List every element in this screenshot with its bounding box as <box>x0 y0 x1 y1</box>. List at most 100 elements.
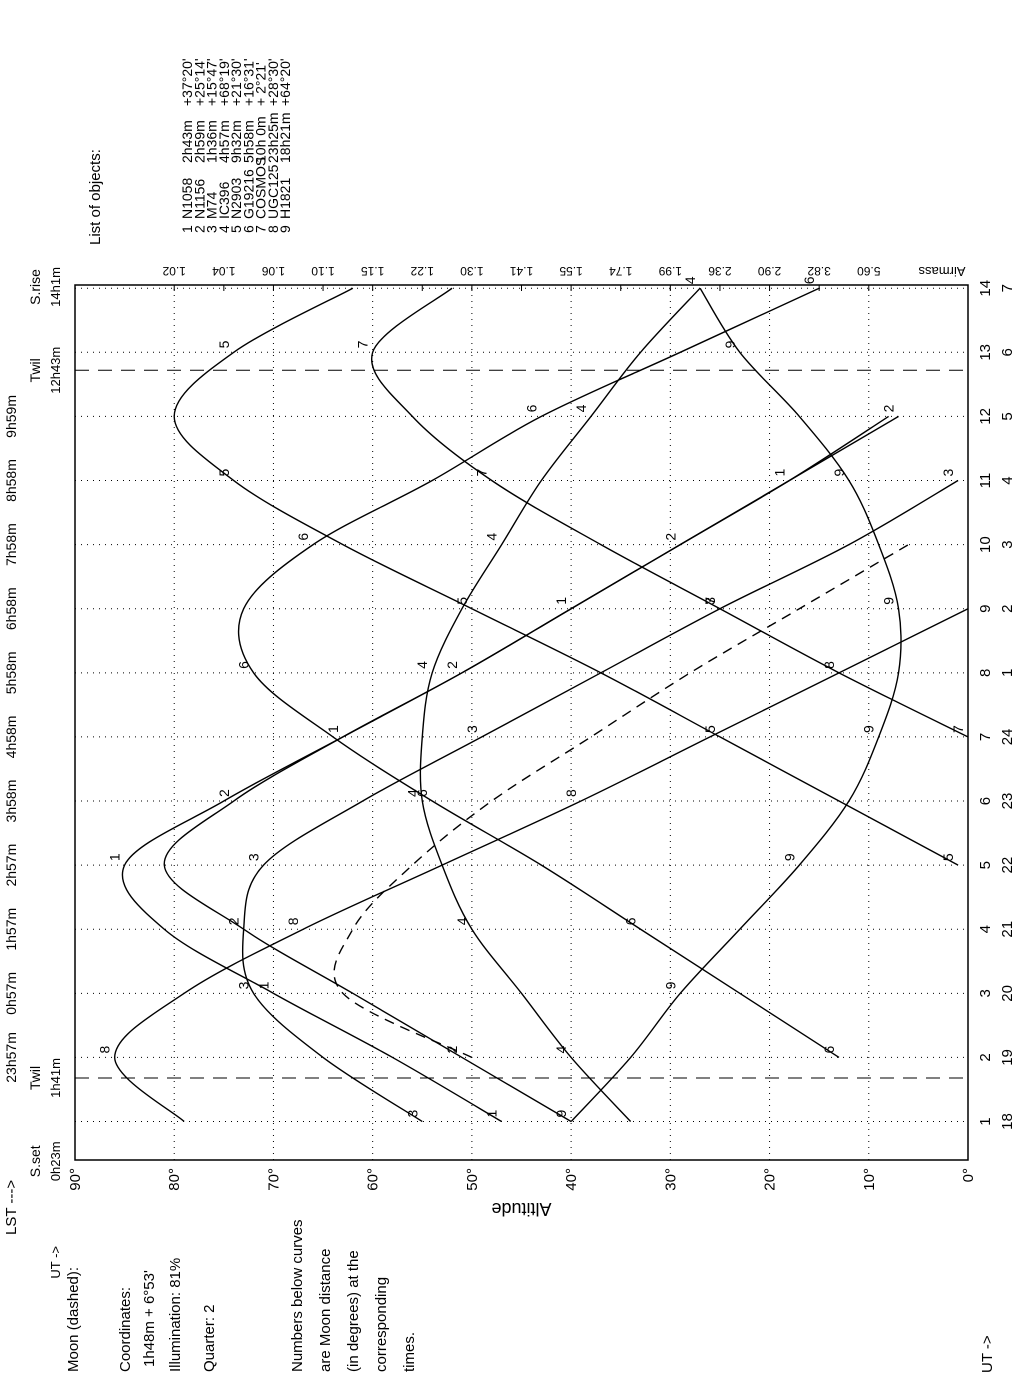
sun-event-label: Twil <box>27 358 43 382</box>
x-tick-label: 2 <box>977 1053 994 1061</box>
object-name: UGC125 <box>265 164 281 219</box>
curve-id-label: 1 <box>771 469 787 477</box>
curve-id-label: 1 <box>255 981 271 989</box>
curve-id-label: 2 <box>226 917 242 925</box>
moon-note: Numbers below curves <box>289 1219 306 1372</box>
object-ra: 5h58m <box>240 120 256 163</box>
x2-tick-label: 5 <box>999 412 1016 420</box>
curve-id-label: 6 <box>523 404 539 412</box>
curve-id-label: 6 <box>801 276 817 284</box>
object-ra: 10h 0m <box>253 116 269 163</box>
altitude-curve <box>241 479 959 1123</box>
x-tick-label: 5 <box>977 861 994 869</box>
x-tick-label: 13 <box>977 344 994 361</box>
curve-id-label: 8 <box>821 661 837 669</box>
lst-tick-label: 1h57m <box>3 908 19 951</box>
object-dec: +15°47' <box>204 58 220 106</box>
curve-id-label: 9 <box>861 725 877 733</box>
y-tick-label: 0° <box>960 1168 977 1182</box>
curve-id-label: 9 <box>781 853 797 861</box>
sun-event-time: 0h23m <box>48 1141 63 1181</box>
object-ra: 18h21m <box>277 112 293 163</box>
object-name: G19216 <box>240 169 256 219</box>
y2-tick-label: 1.02 <box>162 264 186 278</box>
curve-id-label: 9 <box>553 1110 569 1118</box>
list-title: List of objects: <box>87 149 104 245</box>
moon-note: times. <box>401 1332 418 1372</box>
x-tick-label: 1 <box>977 1117 994 1125</box>
moon-illumination: Illumination: 81% <box>167 1258 184 1372</box>
curve-id-label: 5 <box>216 340 232 348</box>
curve-id-label: 4 <box>682 276 698 284</box>
curve-id-label: 8 <box>285 917 301 925</box>
y2-tick-label: 1.22 <box>410 264 434 278</box>
curve-id-label: 9 <box>722 340 738 348</box>
curve-id-label: 4 <box>553 1045 569 1053</box>
curve-id-label: 4 <box>573 404 589 412</box>
y2-tick-label: 1.10 <box>311 264 335 278</box>
object-dec: +64°20' <box>277 58 293 106</box>
lst-tick-label: 5h58m <box>3 651 19 694</box>
object-ra: 1h36m <box>204 120 220 163</box>
y-tick-label: 10° <box>861 1168 878 1191</box>
object-number: 6 <box>240 225 256 233</box>
curve-id-label: 7 <box>950 725 966 733</box>
curve-id-label: 1 <box>325 725 341 733</box>
lst-tick-label: 2h57m <box>3 844 19 887</box>
curve-id-label: 6 <box>414 789 430 797</box>
altitude-curve <box>570 287 902 1123</box>
curve-id-label: 3 <box>940 469 956 477</box>
curve-id-label: 9 <box>662 981 678 989</box>
y2-tick-label: 1.99 <box>658 264 682 278</box>
object-number: 1 <box>179 225 195 233</box>
curve-id-label: 2 <box>662 533 678 541</box>
curve-id-label: 6 <box>295 533 311 541</box>
sun-event-time: 12h43m <box>48 347 63 394</box>
lst-tick-label: 23h57m <box>3 1032 19 1083</box>
y-tick-label: 60° <box>365 1168 382 1191</box>
curve-id-label: 5 <box>702 725 718 733</box>
altitude-curve <box>419 287 701 1123</box>
curve-id-label: 2 <box>881 404 897 412</box>
sun-event-label: S.rise <box>27 269 43 305</box>
lst-label: LST ---> <box>3 1180 20 1235</box>
object-name: N1058 <box>179 178 195 219</box>
y2-tick-label: 1.30 <box>460 264 484 278</box>
altitude-curve <box>237 287 840 1059</box>
x2-tick-label: 6 <box>999 348 1016 356</box>
curve-id-label: 2 <box>444 661 460 669</box>
object-name: N1156 <box>191 179 207 219</box>
y-tick-label: 80° <box>166 1168 183 1191</box>
object-name: M74 <box>204 192 220 219</box>
ut-label-top: UT -> <box>48 1246 63 1279</box>
curve-id-label: 6 <box>236 661 252 669</box>
y2-tick-label: 1.55 <box>559 264 583 278</box>
curve-id-label: 7 <box>474 469 490 477</box>
object-dec: +25°14' <box>191 58 207 106</box>
curve-id-label: 6 <box>623 917 639 925</box>
curve-id-label: 3 <box>702 597 718 605</box>
x2-tick-label: 20 <box>999 985 1016 1002</box>
x-tick-label: 6 <box>977 797 994 805</box>
object-number: 2 <box>191 225 207 233</box>
y2-tick-label: 2.90 <box>758 264 782 278</box>
y-tick-label: 70° <box>265 1168 282 1191</box>
x2-tick-label: 24 <box>999 729 1016 746</box>
curve-id-label: 8 <box>563 789 579 797</box>
curve-id-label: 4 <box>404 789 420 797</box>
moon-curve <box>333 544 909 1059</box>
x2-tick-label: 18 <box>999 1113 1016 1130</box>
object-ra: 2h59m <box>191 120 207 163</box>
x-tick-label: 12 <box>977 408 994 425</box>
moon-note: corresponding <box>373 1277 390 1372</box>
object-number: 7 <box>253 225 269 233</box>
y2-tick-label: 1.74 <box>609 264 633 278</box>
moon-note: (in degrees) at the <box>345 1250 362 1372</box>
moon-coordinates-label: Coordinates: <box>117 1287 134 1372</box>
y-tick-label: 50° <box>464 1168 481 1191</box>
y2-axis-title: Airmass <box>918 264 965 279</box>
curve-id-label: 1 <box>484 1110 500 1118</box>
object-name: IC396 <box>216 181 232 219</box>
object-number: 4 <box>216 225 232 233</box>
